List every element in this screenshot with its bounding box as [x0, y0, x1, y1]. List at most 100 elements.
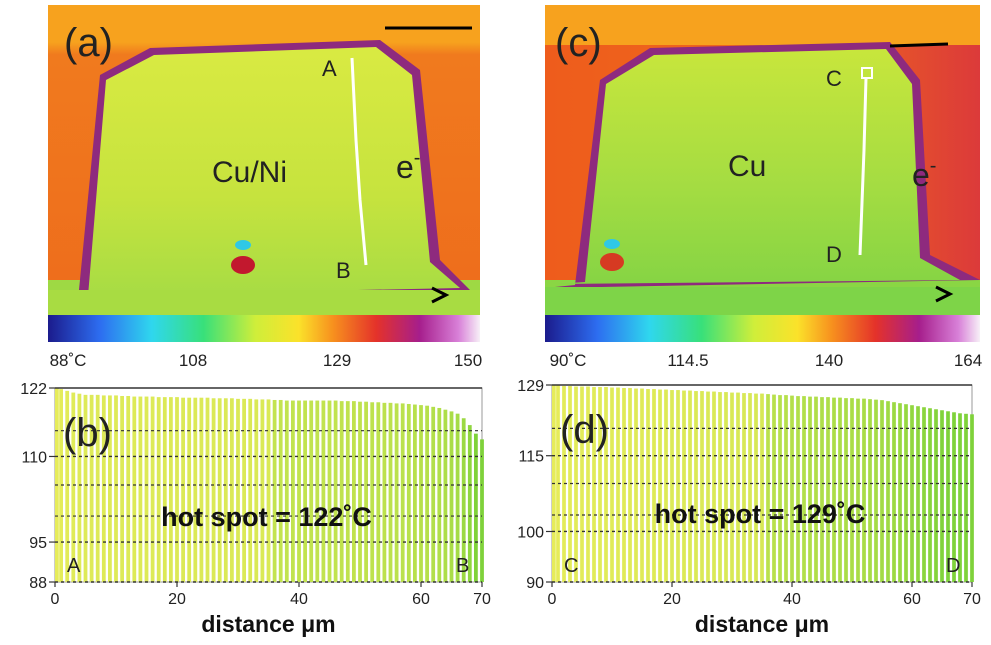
- x-tick-label: 0: [548, 591, 557, 608]
- x-tick-label: 70: [473, 591, 491, 608]
- x-tick-label: 20: [168, 591, 186, 608]
- bar: [303, 400, 307, 582]
- x-axis-label: distance μm: [201, 611, 335, 637]
- bar: [364, 401, 368, 582]
- bar: [622, 388, 626, 582]
- bar: [934, 409, 938, 582]
- bar: [928, 408, 932, 582]
- bar: [658, 389, 662, 582]
- x-tick-label: 20: [663, 591, 681, 608]
- bar: [706, 391, 710, 582]
- bar: [826, 397, 830, 582]
- colorbar-c-tick: 90˚C: [550, 351, 587, 370]
- bar: [89, 394, 94, 582]
- bar: [862, 398, 866, 582]
- bar: [449, 411, 454, 582]
- x-tick-label: 40: [290, 591, 308, 608]
- bar: [230, 398, 234, 582]
- bar: [223, 398, 228, 582]
- chart-d: 90 100 115 129 0 20 40 60 70 distance μm (d) hot sp…: [517, 378, 981, 637]
- bar: [114, 395, 118, 582]
- colorbar-c-tick: 140: [815, 351, 843, 370]
- bar: [297, 400, 301, 582]
- bar: [820, 397, 824, 582]
- bar: [754, 393, 758, 582]
- bar: [694, 391, 698, 582]
- bar: [634, 388, 638, 582]
- bar: [352, 401, 356, 582]
- point-C-label: C: [826, 66, 842, 91]
- bar: [77, 393, 82, 582]
- bar: [443, 409, 448, 582]
- bar: [291, 400, 295, 582]
- point-D-label: D: [826, 242, 842, 267]
- bar: [388, 402, 393, 582]
- bar: [598, 387, 602, 582]
- bar: [610, 387, 614, 582]
- chart-b: 88 95 110 122 0 20 40 60 70 distance μm (b) hot spo…: [20, 381, 491, 637]
- bar: [670, 390, 674, 582]
- bar: [406, 403, 411, 582]
- bar: [712, 391, 716, 582]
- bar: [242, 398, 246, 582]
- bar: [742, 393, 746, 582]
- bar: [946, 411, 950, 582]
- bar: [790, 395, 794, 582]
- bar: [132, 396, 137, 582]
- panel-label: (b): [63, 411, 112, 455]
- bar: [461, 418, 466, 582]
- bar: [868, 399, 872, 582]
- bar: [664, 389, 668, 582]
- panel-c-material: Cu: [728, 150, 766, 183]
- colorbar-c: 90˚C 114.5 140 164: [545, 315, 982, 370]
- hot-spot-annotation: hot spot = 129˚C: [655, 499, 866, 529]
- bar: [260, 399, 265, 582]
- y-tick-label: 115: [518, 449, 544, 466]
- bar: [400, 403, 405, 582]
- bar: [376, 402, 381, 582]
- bar: [604, 387, 608, 582]
- bar: [736, 392, 740, 582]
- colorbar-a-tick: 88˚C: [50, 351, 87, 370]
- bar: [766, 394, 770, 582]
- x-tick-label: 60: [903, 591, 921, 608]
- x-tick-label: 0: [51, 591, 60, 608]
- bar: [413, 404, 417, 582]
- bar: [616, 387, 620, 582]
- bar: [580, 386, 584, 582]
- panel-c-thermal-image: (c) Cu C D e-: [545, 5, 980, 315]
- x-axis-label: distance μm: [695, 611, 829, 637]
- colorbar-c-tick: 114.5: [667, 351, 708, 370]
- bar: [682, 390, 686, 582]
- bar: [95, 394, 100, 582]
- bar: [175, 397, 179, 582]
- panel-c-label: (c): [555, 21, 602, 65]
- bar: [236, 398, 240, 582]
- bar: [808, 396, 812, 582]
- bar: [916, 406, 920, 582]
- panel-a-thermal-image: (a) Cu/Ni A B e-: [48, 5, 480, 315]
- x-tick-label: 60: [412, 591, 430, 608]
- y-tick-label: 100: [517, 524, 544, 541]
- bar: [814, 396, 818, 582]
- bar: [688, 390, 692, 582]
- bar: [65, 390, 70, 582]
- bar: [284, 400, 289, 582]
- bar: [126, 395, 131, 582]
- bar: [83, 394, 88, 582]
- colorbar-c-tick: 164: [954, 351, 982, 370]
- bar: [437, 407, 442, 582]
- bar: [844, 398, 848, 582]
- bar: [358, 401, 362, 582]
- bar: [327, 400, 332, 582]
- bar: [321, 400, 326, 582]
- bar: [474, 433, 478, 582]
- y-tick-label: 88: [29, 575, 47, 592]
- bar: [248, 398, 253, 582]
- bar: [760, 393, 764, 582]
- bar: [278, 399, 283, 582]
- bar: [958, 413, 962, 582]
- bar: [718, 392, 722, 582]
- bar: [370, 402, 375, 582]
